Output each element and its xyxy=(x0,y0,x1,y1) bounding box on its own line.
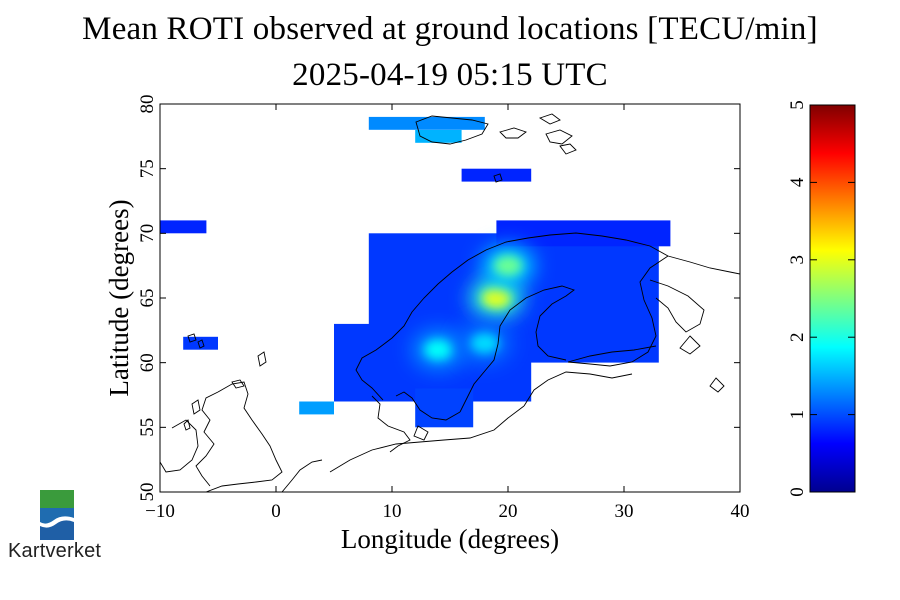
colorbar-tick-label: 5 xyxy=(787,100,808,110)
colorbar-tick-label: 4 xyxy=(787,177,808,187)
colorbar-tick-label: 3 xyxy=(787,255,808,265)
x-axis-label: Longitude (degrees) xyxy=(341,524,559,554)
kartverket-logo-text: Kartverket xyxy=(8,540,102,562)
roti-region xyxy=(183,336,218,350)
roti-hotspot xyxy=(458,323,511,364)
y-tick-label: 70 xyxy=(137,224,158,243)
roti-region xyxy=(160,220,207,234)
colorbar-tick-label: 0 xyxy=(787,487,808,497)
x-tick-label: 10 xyxy=(383,501,402,522)
page-subtitle: 2025-04-19 05:15 UTC xyxy=(292,57,608,93)
y-tick-label: 55 xyxy=(137,418,158,437)
colorbar xyxy=(809,104,856,493)
colorbar-ticks xyxy=(810,104,855,493)
colorbar-tick-label: 2 xyxy=(787,332,808,342)
colorbar-tick-label: 1 xyxy=(787,410,808,420)
y-tick-label: 60 xyxy=(137,353,158,372)
x-tick-labels: −10 0 10 20 30 40 xyxy=(145,501,749,522)
y-tick-label: 65 xyxy=(137,289,158,308)
x-tick-label: −10 xyxy=(145,501,175,522)
x-tick-label: 0 xyxy=(271,501,281,522)
roti-region xyxy=(299,401,334,415)
roti-region xyxy=(415,129,462,143)
axis-ticks xyxy=(159,103,741,493)
coastlines xyxy=(160,113,740,492)
roti-region xyxy=(368,116,485,130)
kartverket-logo-icon xyxy=(40,490,74,540)
roti-region xyxy=(415,388,474,428)
y-tick-label: 75 xyxy=(137,159,158,178)
roti-hotspot xyxy=(482,245,534,286)
roti-hotspots xyxy=(412,245,534,370)
x-tick-label: 40 xyxy=(731,501,750,522)
roti-hotspot xyxy=(412,329,465,370)
y-tick-label: 80 xyxy=(137,95,158,114)
page-title: Mean ROTI observed at ground locations [… xyxy=(82,11,818,47)
y-tick-labels: 50 55 60 65 70 75 80 xyxy=(137,95,158,502)
roti-hotspot xyxy=(470,278,523,318)
roti-region xyxy=(496,220,671,247)
x-tick-label: 20 xyxy=(499,501,518,522)
y-axis-label: Latitude (degrees) xyxy=(104,199,134,396)
y-tick-label: 50 xyxy=(137,483,158,502)
colorbar-tick-labels: 0 1 2 3 4 5 xyxy=(787,100,808,497)
x-tick-label: 30 xyxy=(615,501,634,522)
